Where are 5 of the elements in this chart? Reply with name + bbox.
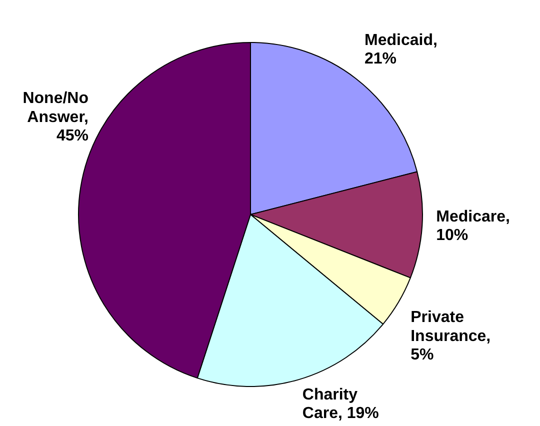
slice-label: Private Insurance, 5% [410,309,491,364]
slice-label: Medicare, 10% [436,208,510,244]
slice-label: None/No Answer, 45% [22,90,89,145]
slice-label: Charity Care, 19% [302,386,379,422]
slice-label: Medicaid, 21% [364,32,438,68]
